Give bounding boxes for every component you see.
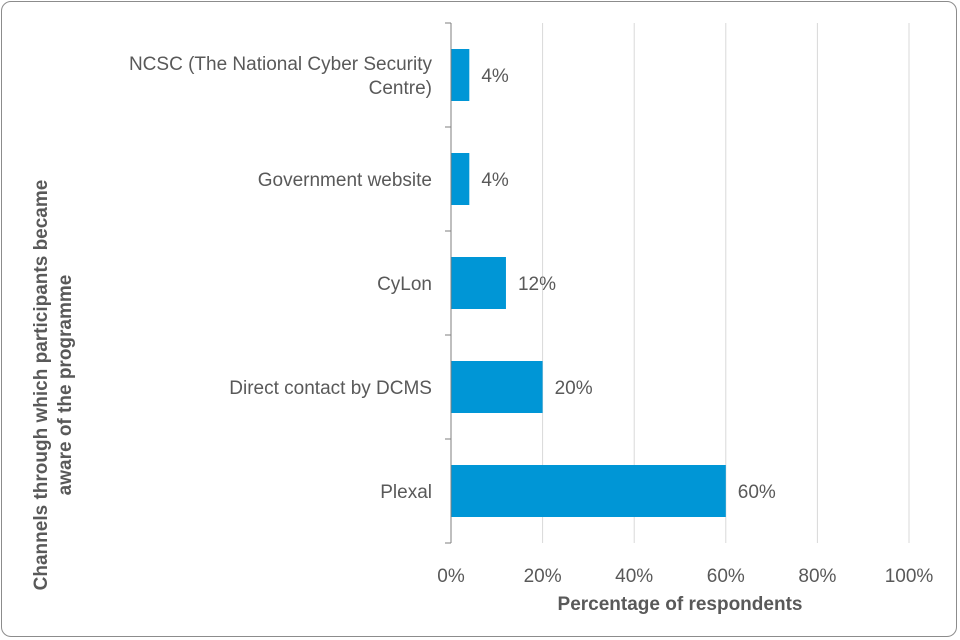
x-tick-label: 0% xyxy=(437,566,465,587)
y-axis-title: Channels through which participants beca… xyxy=(31,180,76,591)
bars xyxy=(451,49,726,517)
x-tick-label: 80% xyxy=(798,566,836,587)
category-label: CyLon xyxy=(377,274,432,295)
x-tick-label: 40% xyxy=(615,566,653,587)
category-label: Direct contact by DCMS xyxy=(229,378,432,399)
x-tick-label: 20% xyxy=(524,566,562,587)
axes xyxy=(445,22,452,544)
category-labels: NCSC (The National Cyber Security Centre)… xyxy=(129,54,433,503)
bar xyxy=(451,153,470,205)
category-label: Plexal xyxy=(380,482,432,503)
category-label: Government website xyxy=(258,170,432,191)
bar xyxy=(451,49,470,101)
x-tick-label: 100% xyxy=(885,566,934,587)
gridlines xyxy=(542,23,910,543)
data-labels: 4% 4% 12% 20% 60% xyxy=(481,66,776,503)
data-label: 12% xyxy=(518,274,556,295)
data-label: 4% xyxy=(481,170,509,191)
x-tick-label: 60% xyxy=(707,566,745,587)
x-axis-title: Percentage of respondents xyxy=(558,594,803,615)
bar xyxy=(451,361,543,413)
data-label: 60% xyxy=(738,482,776,503)
bar xyxy=(451,257,506,309)
category-label: NCSC (The National Cyber Security Centre) xyxy=(129,54,433,99)
x-tick-labels: 0% 20% 40% 60% 80% 100% xyxy=(437,566,933,587)
bar xyxy=(451,465,726,517)
data-label: 20% xyxy=(555,378,593,399)
data-label: 4% xyxy=(481,66,509,87)
